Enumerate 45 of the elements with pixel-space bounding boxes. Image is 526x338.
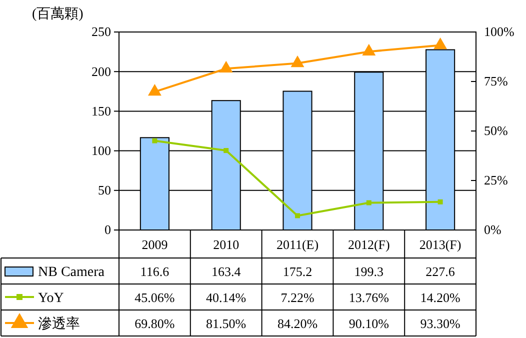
data-label: 13.76% [348,290,390,305]
point [152,138,158,144]
legend-label: NB Camera [38,265,106,280]
data-label: 45.06% [134,290,175,305]
y2-tick-label: 75% [484,74,508,89]
data-label: 227.6 [426,264,456,279]
y2-tick-label: 25% [484,172,508,188]
y-tick-label: 50 [98,182,111,198]
point [224,148,229,154]
data-label: 14.20% [420,290,461,305]
y2-tick-label: 0% [484,222,502,238]
legend-label: YoY [38,291,64,306]
point [290,56,304,68]
point [362,44,376,56]
point [148,84,162,96]
x-tick-label: 2012(F) [348,237,390,252]
data-label: 93.30% [420,316,461,331]
data-label: 175.2 [282,264,312,279]
point [434,37,448,50]
point [438,199,443,204]
y2-tick-label: 50% [484,123,508,138]
y2-tick-label: 100% [484,24,514,40]
data-label: 116.6 [140,264,170,279]
data-label: 90.10% [348,316,390,331]
data-label: 81.50% [206,316,246,331]
data-label: 7.22% [280,290,314,305]
legend-label: 滲透率 [38,316,80,332]
x-tick-label: 2011(E) [276,237,319,252]
x-tick-label: 2013(F) [419,237,462,252]
y-tick-label: 200 [92,64,111,79]
y-tick-label: 250 [92,24,111,40]
y-tick-label: 0 [104,222,111,238]
data-label: 40.14% [206,290,246,305]
data-label: 84.20% [277,316,318,331]
data-label: 69.80% [134,316,175,331]
data-label: 199.3 [354,264,384,279]
point [219,60,233,73]
y-tick-label: 100 [92,142,111,158]
y-tick-label: 150 [92,103,111,118]
data-label: 163.4 [211,264,242,279]
y-axis-title: (百萬顆) [32,6,84,22]
x-tick-label: 2009 [142,237,168,252]
point [366,200,372,206]
point [295,213,300,218]
x-tick-label: 2010 [213,237,240,252]
